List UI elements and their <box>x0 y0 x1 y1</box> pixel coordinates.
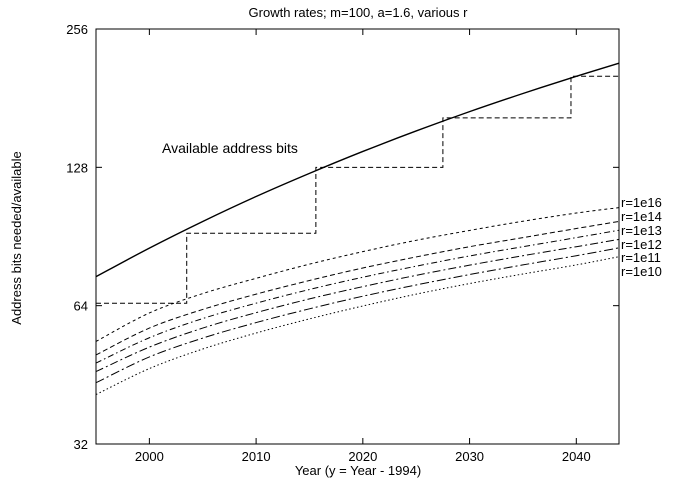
series-line-r-1e14 <box>95 220 620 356</box>
x-tick-label: 2020 <box>348 449 377 464</box>
y-tick-label: 32 <box>74 437 88 452</box>
available-bits-line <box>95 62 620 278</box>
series-line-r-1e13 <box>95 229 620 364</box>
axes-ticks: 2000 2010 2020 2030 2040 32 64 128 256 <box>66 22 619 464</box>
series-layer <box>95 62 620 395</box>
series-line-r-1e11 <box>95 247 620 384</box>
x-tick-label: 2040 <box>562 449 591 464</box>
x-tick-label: 2010 <box>242 449 271 464</box>
legend-label-r-1e10: r=1e10 <box>621 264 662 279</box>
series-line-r-1e12 <box>95 238 620 373</box>
y-tick-label: 256 <box>66 22 88 37</box>
legend-label-r-1e14: r=1e14 <box>621 209 662 224</box>
series-line-r-1e10 <box>95 256 620 395</box>
legend-label-r-1e11: r=1e11 <box>621 250 661 265</box>
y-tick-label: 128 <box>66 160 88 175</box>
y-axis-title: Address bits needed/available <box>9 151 24 324</box>
x-axis-title: Year (y = Year - 1994) <box>295 463 421 478</box>
address-allocation-step-line <box>96 75 619 304</box>
available-bits-annotation: Available address bits <box>162 140 298 156</box>
y-tick-label: 64 <box>74 299 88 314</box>
legend-label-r-1e12: r=1e12 <box>621 237 662 252</box>
legend-label-r-1e16: r=1e16 <box>621 195 662 210</box>
series-line-r-1e16 <box>95 207 620 342</box>
x-tick-label: 2000 <box>135 449 164 464</box>
legend-label-r-1e13: r=1e13 <box>621 223 662 238</box>
x-tick-label: 2030 <box>455 449 484 464</box>
plot-frame <box>95 28 620 445</box>
chart-title: Growth rates; m=100, a=1.6, various r <box>249 5 469 20</box>
